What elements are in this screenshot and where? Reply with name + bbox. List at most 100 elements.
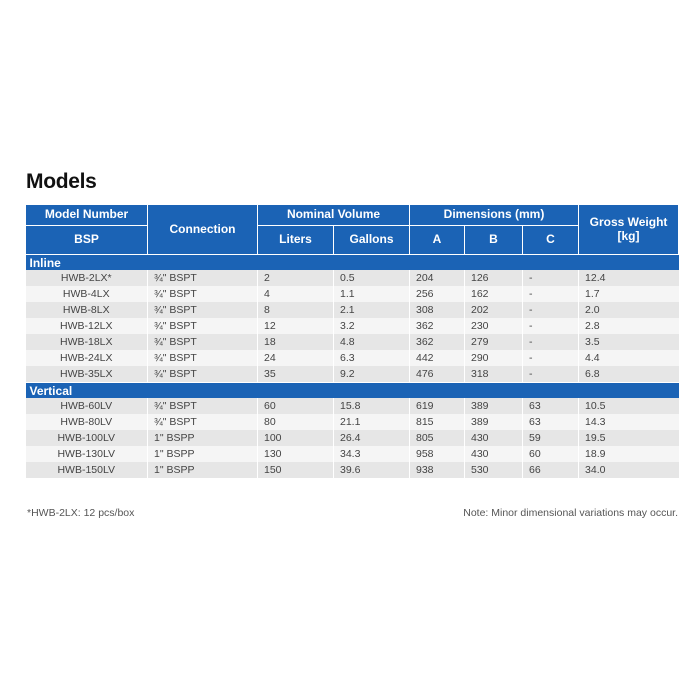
dimension-a-cell: 805 <box>409 430 465 446</box>
dimension-c-cell: - <box>521 334 579 350</box>
connection-cell: ¾" BSPT <box>147 398 258 414</box>
model-cell: HWB-60LV <box>25 398 148 414</box>
gross-weight-cell: 19.5 <box>578 430 679 446</box>
dimension-b-cell: 279 <box>464 334 523 350</box>
table-row: HWB-4LX ¾" BSPT 4 1.1 256 162-1.7 <box>25 286 679 302</box>
table-row: HWB-2LX* ¾" BSPT 2 0.5 204 126-12.4 <box>25 270 679 286</box>
gross-weight-cell: 10.5 <box>578 398 679 414</box>
gallons-cell: 21.1 <box>333 414 410 430</box>
nominal-volume-header: Nominal Volume <box>257 204 410 226</box>
table-row: HWB-35LX ¾" BSPT 35 9.2 476 318-6.8 <box>25 366 679 383</box>
table-row: HWB-8LX ¾" BSPT 8 2.1 308 202-2.0 <box>25 302 679 318</box>
connection-cell: ¾" BSPT <box>147 414 258 430</box>
model-cell: HWB-2LX* <box>25 270 148 286</box>
dimension-a-cell: 442 <box>409 350 465 366</box>
liters-cell: 18 <box>257 334 334 350</box>
dimension-c-cell: - <box>521 318 579 334</box>
table-row: HWB-24LX ¾" BSPT 24 6.3 442 290-4.4 <box>25 350 679 366</box>
table-row: HWB-130LV 1" BSPP 130 34.3 958 430 60 18.9 <box>25 446 679 462</box>
gallons-cell: 4.8 <box>333 334 410 350</box>
dimension-b-cell: 126 <box>464 270 523 286</box>
dimension-c-cell: - <box>521 302 579 318</box>
dimension-a-cell: 362 <box>409 334 465 350</box>
dimensions-header: Dimensions (mm) <box>408 204 580 226</box>
group-label: Inline <box>25 254 679 270</box>
gallons-cell: 39.6 <box>333 462 410 478</box>
model-cell: HWB-24LX <box>25 350 148 366</box>
dimension-c-cell: - <box>521 366 579 383</box>
liters-cell: 100 <box>257 430 334 446</box>
connection-cell: ¾" BSPT <box>147 366 258 383</box>
gallons-cell: 3.2 <box>333 318 410 334</box>
dimension-c-cell: 59 <box>521 430 579 446</box>
connection-header: Connection <box>147 204 258 255</box>
gross-weight-cell: 18.9 <box>578 446 679 462</box>
connection-cell: ¾" BSPT <box>147 286 258 302</box>
dimension-a-cell: 204 <box>409 270 465 286</box>
dimension-a-header: A <box>409 225 465 255</box>
gross-weight-cell: 14.3 <box>578 414 679 430</box>
gallons-cell: 26.4 <box>333 430 410 446</box>
gallons-cell: 15.8 <box>333 398 410 414</box>
connection-cell: 1" BSPP <box>147 462 258 478</box>
connection-cell: ¾" BSPT <box>147 270 258 286</box>
connection-cell: ¾" BSPT <box>147 302 258 318</box>
model-number-header: Model Number <box>25 204 148 226</box>
connection-cell: ¾" BSPT <box>147 334 258 350</box>
dimension-note: Note: Minor dimensional variations may o… <box>463 507 678 519</box>
model-cell: HWB-8LX <box>25 302 148 318</box>
gross-weight-cell: 2.8 <box>578 318 679 334</box>
dimension-c-cell: - <box>521 270 579 286</box>
model-cell: HWB-100LV <box>25 430 148 446</box>
dimension-c-cell: 63 <box>521 414 579 430</box>
dimension-c-cell: 63 <box>521 398 579 414</box>
dimension-b-cell: 202 <box>464 302 523 318</box>
liters-cell: 150 <box>257 462 334 478</box>
dimension-a-cell: 256 <box>409 286 465 302</box>
table-row: HWB-100LV 1" BSPP 100 26.4 805 430 59 19.5 <box>25 430 679 446</box>
dimension-a-cell: 362 <box>409 318 465 334</box>
liters-cell: 12 <box>257 318 334 334</box>
model-cell: HWB-12LX <box>25 318 148 334</box>
connection-cell: 1" BSPP <box>147 430 258 446</box>
model-cell: HWB-18LX <box>25 334 148 350</box>
gallons-cell: 34.3 <box>333 446 410 462</box>
gallons-cell: 1.1 <box>333 286 410 302</box>
table-row: HWB-12LX ¾" BSPT 12 3.2 362 230-2.8 <box>25 318 679 334</box>
liters-cell: 80 <box>257 414 334 430</box>
gallons-header: Gallons <box>333 225 410 255</box>
dimension-a-cell: 476 <box>409 366 465 383</box>
dimension-c-cell: - <box>521 286 579 302</box>
liters-cell: 4 <box>257 286 334 302</box>
gallons-cell: 9.2 <box>333 366 410 383</box>
footnote: *HWB-2LX: 12 pcs/box <box>27 507 135 519</box>
dimension-a-cell: 308 <box>409 302 465 318</box>
model-cell: HWB-80LV <box>25 414 148 430</box>
gross-weight-header: Gross Weight [kg] <box>578 204 680 255</box>
gross-weight-cell: 4.4 <box>578 350 679 366</box>
model-cell: HWB-4LX <box>25 286 148 302</box>
model-cell: HWB-150LV <box>25 462 148 478</box>
gallons-cell: 0.5 <box>333 270 410 286</box>
liters-cell: 35 <box>257 366 334 383</box>
dimension-b-header: B <box>464 225 523 255</box>
connection-cell: 1" BSPP <box>147 446 258 462</box>
connection-cell: ¾" BSPT <box>147 318 258 334</box>
dimension-b-cell: 430 <box>464 446 523 462</box>
model-cell: HWB-130LV <box>25 446 148 462</box>
liters-cell: 24 <box>257 350 334 366</box>
dimension-b-cell: 290 <box>464 350 523 366</box>
dimension-c-cell: - <box>521 350 579 366</box>
dimension-b-cell: 389 <box>464 414 523 430</box>
group-label: Vertical <box>25 382 679 398</box>
group-row-vertical: Vertical <box>25 382 679 398</box>
models-table: Model Number Connection Nominal Volume D… <box>25 204 680 478</box>
table-row: HWB-80LV ¾" BSPT 80 21.1 815 389 63 14.3 <box>25 414 679 430</box>
gross-weight-cell: 2.0 <box>578 302 679 318</box>
gallons-cell: 6.3 <box>333 350 410 366</box>
gross-weight-cell: 6.8 <box>578 366 679 383</box>
liters-header: Liters <box>257 225 334 255</box>
table-row: HWB-150LV 1" BSPP 150 39.6 938 530 66 34.0 <box>25 462 679 478</box>
gross-weight-cell: 1.7 <box>578 286 679 302</box>
dimension-c-cell: 60 <box>521 446 579 462</box>
